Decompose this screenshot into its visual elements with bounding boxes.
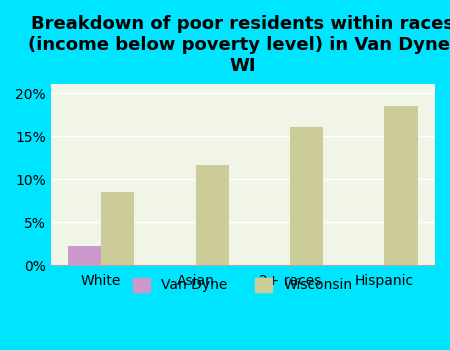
- Bar: [384, 106, 418, 265]
- Bar: [290, 127, 323, 265]
- Legend: Van Dyne, Wisconsin: Van Dyne, Wisconsin: [128, 272, 358, 298]
- Bar: [196, 165, 229, 265]
- Bar: [101, 192, 134, 265]
- Bar: [68, 246, 101, 265]
- Title: Breakdown of poor residents within races
(income below poverty level) in Van Dyn: Breakdown of poor residents within races…: [28, 15, 450, 75]
